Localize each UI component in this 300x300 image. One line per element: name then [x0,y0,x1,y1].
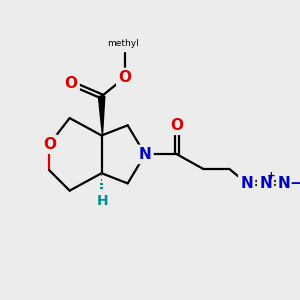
Text: O: O [118,70,131,85]
Text: N: N [259,176,272,191]
Text: O: O [64,76,78,91]
Text: methyl: methyl [107,39,139,48]
Text: N: N [278,176,291,191]
Text: O: O [170,118,184,133]
Polygon shape [98,96,105,136]
Text: N: N [240,176,253,191]
Text: +: + [266,171,275,181]
Text: H: H [97,194,109,208]
Text: −: − [289,176,300,191]
Text: O: O [43,137,56,152]
Text: N: N [139,147,152,162]
